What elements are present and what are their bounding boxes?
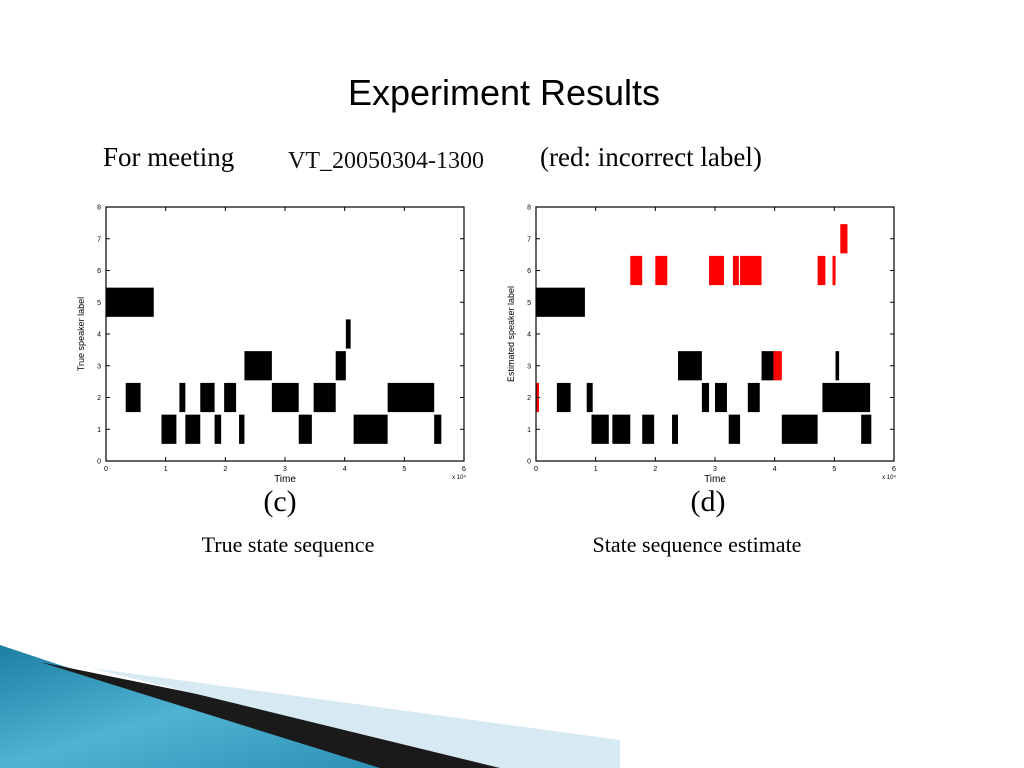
segment-incorrect (732, 255, 739, 286)
segment-correct (335, 351, 346, 381)
x-tick-label: 3 (713, 466, 717, 473)
segment-incorrect (630, 255, 643, 286)
segment-correct (313, 382, 336, 413)
y-tick-label: 4 (527, 332, 531, 339)
segment-incorrect (740, 255, 762, 286)
segment-correct (224, 382, 237, 413)
x-tick-label: 2 (653, 466, 657, 473)
x-tick-label: 5 (402, 466, 406, 473)
segment-correct (835, 351, 840, 381)
segment-correct (715, 382, 727, 413)
segment-correct (353, 414, 388, 444)
segment-incorrect (840, 224, 848, 254)
y-tick-label: 7 (527, 236, 531, 243)
segment-incorrect (709, 255, 724, 286)
estimated-state-chart: 0 1 2 3 4 5 6 0 1 2 3 4 5 6 7 8 Time Estimated speaker la… (506, 205, 896, 486)
segment-correct (106, 287, 154, 317)
segment-incorrect (773, 351, 782, 381)
segment-incorrect (817, 255, 826, 286)
segment-correct (536, 287, 585, 317)
y-axis-label: True speaker label (76, 297, 86, 371)
x-tick-label: 6 (892, 466, 896, 473)
x-tick-label: 4 (773, 466, 777, 473)
y-tick-label: 0 (527, 459, 531, 466)
segment-correct (556, 382, 571, 413)
segment-correct (781, 414, 818, 444)
x-tick-label: 1 (164, 466, 168, 473)
segment-correct (728, 414, 741, 444)
segment-correct (822, 382, 871, 413)
segment-correct (271, 382, 299, 413)
segment-correct (200, 382, 215, 413)
segment-correct (642, 414, 655, 444)
x-tick-label: 5 (832, 466, 836, 473)
caption-estimate: State sequence estimate (592, 532, 802, 557)
y-tick-label: 0 (97, 459, 101, 466)
y-tick-label: 2 (97, 395, 101, 402)
x-tick-label: 6 (462, 466, 466, 473)
segment-correct (672, 414, 679, 444)
segment-correct (612, 414, 631, 444)
y-tick-label: 1 (527, 427, 531, 434)
y-tick-label: 2 (527, 395, 531, 402)
y-axis-label: Estimated speaker label (506, 286, 516, 382)
x-axis-label: Time (274, 474, 296, 485)
segment-correct (761, 351, 774, 381)
x-tick-label: 4 (343, 466, 347, 473)
subtitle-prefix: For meeting (103, 142, 235, 172)
x-tick-label: 1 (594, 466, 598, 473)
y-tick-label: 6 (527, 268, 531, 275)
segment-correct (747, 382, 760, 413)
caption-true-state: True state sequence (201, 532, 375, 557)
segment-correct (678, 351, 702, 381)
segment-correct (345, 319, 351, 349)
segment-correct (434, 414, 442, 444)
panel-label-c: (c) (263, 485, 297, 518)
segment-correct (861, 414, 872, 444)
segment-correct (387, 382, 435, 413)
x-tick-label: 2 (223, 466, 227, 473)
segment-correct (161, 414, 177, 444)
y-tick-label: 3 (527, 363, 531, 370)
y-tick-label: 5 (97, 300, 101, 307)
segment-correct (701, 382, 710, 413)
segment-correct (214, 414, 222, 444)
y-tick-label: 4 (97, 332, 101, 339)
x-multiplier-label: x 10⁴ (452, 474, 466, 481)
x-axis-label: Time (704, 474, 726, 485)
x-multiplier-label: x 10⁴ (882, 474, 896, 481)
x-tick-label: 0 (534, 466, 538, 473)
segment-correct (179, 382, 186, 413)
segment-correct (591, 414, 609, 444)
y-tick-label: 3 (97, 363, 101, 370)
plot-frame (105, 206, 465, 462)
segment-correct (298, 414, 312, 444)
slide-title: Experiment Results (347, 72, 661, 113)
segment-correct (244, 351, 272, 381)
segment-incorrect (832, 255, 836, 286)
segment-correct (125, 382, 141, 413)
panel-label-d: (d) (690, 485, 726, 518)
segment-correct (586, 382, 593, 413)
x-tick-label: 0 (104, 466, 108, 473)
y-tick-label: 5 (527, 300, 531, 307)
y-tick-label: 8 (527, 205, 531, 212)
incorrect-label-note: (red: incorrect label) (540, 142, 762, 172)
true-state-chart: 0 1 2 3 4 5 6 0 1 2 3 4 5 6 7 8 Time True speaker label x … (76, 205, 466, 486)
segment-correct (239, 414, 245, 444)
meeting-id: VT_20050304-1300 (288, 148, 484, 174)
x-tick-label: 3 (283, 466, 287, 473)
y-tick-label: 7 (97, 236, 101, 243)
y-tick-label: 1 (97, 427, 101, 434)
y-tick-label: 8 (97, 205, 101, 212)
y-tick-label: 6 (97, 268, 101, 275)
segment-incorrect (655, 255, 668, 286)
segment-correct (185, 414, 201, 444)
